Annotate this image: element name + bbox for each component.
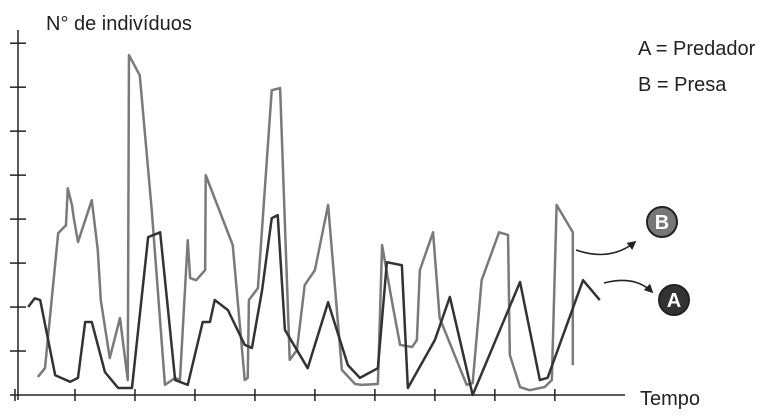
y-axis-label: N° de indivíduos: [46, 13, 192, 35]
x-axis-label: Tempo: [640, 388, 700, 410]
badge-a-label: A: [667, 290, 681, 312]
legend-entry: B = Presa: [638, 74, 727, 96]
badge-a: [658, 284, 690, 316]
badge-b: [646, 206, 678, 238]
arrow-b: [575, 240, 637, 256]
series-line: [36, 53, 575, 392]
badge-b-label: B: [655, 212, 669, 234]
arrow-a: [603, 279, 654, 294]
legend-entry: A = Predador: [638, 38, 756, 60]
series-line: [27, 213, 601, 397]
